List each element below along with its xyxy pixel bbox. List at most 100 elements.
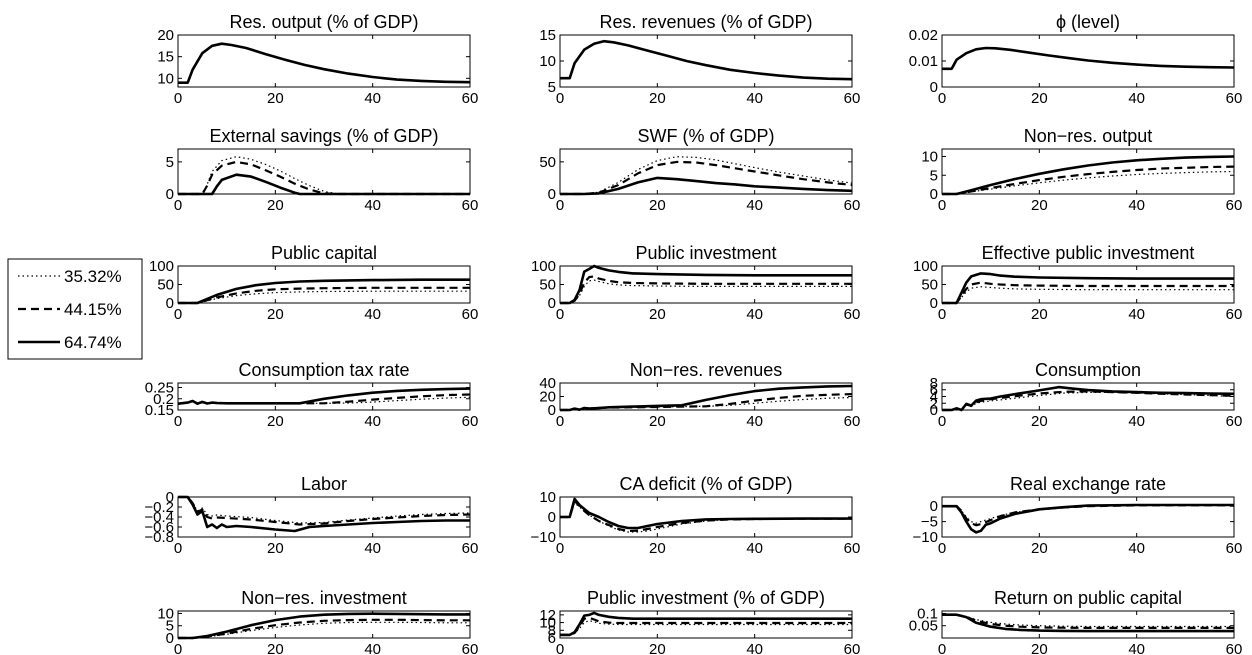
panel-3: ϕ (level) 0 20 40 60 0 0.01 0.02: [909, 12, 1243, 107]
panel-title: Public capital: [271, 243, 377, 263]
series-line-dashed: [178, 160, 470, 196]
y-tick-label: 0.2: [153, 391, 174, 408]
y-tick-label: 0: [166, 186, 174, 203]
y-tick-label: 0: [548, 402, 556, 419]
x-tick-label: 20: [267, 197, 284, 214]
x-tick-label: 0: [174, 413, 182, 430]
series-line-solid: [560, 384, 853, 412]
plot-frame: [177, 265, 471, 304]
y-tick-label: −0.8: [144, 529, 174, 546]
panel-title: Consumption: [1035, 360, 1141, 380]
legend: 35.32% 44.15% 64.74%: [7, 258, 143, 360]
x-tick-label: 20: [1031, 413, 1048, 430]
panel-title: Non−res. investment: [241, 588, 407, 608]
panel-title: ϕ (level): [1056, 12, 1120, 32]
panel-10: Consumption tax rate 0 20 40 60 0.150.20.25: [145, 360, 479, 430]
x-tick-label: 40: [1128, 540, 1145, 557]
series-line-solid: [178, 278, 470, 305]
x-tick-label: 0: [174, 540, 182, 557]
x-tick-label: 20: [267, 413, 284, 430]
panel-2: Res. revenues (% of GDP) 0 20 40 60 5 10 15: [539, 12, 860, 107]
x-tick-label: 20: [267, 540, 284, 557]
y-tick-label: 0.15: [145, 402, 174, 419]
panel-1: Res. output (% of GDP) 0 20 40 60 10 15 20: [157, 12, 478, 107]
x-tick-label: 60: [462, 306, 479, 323]
x-tick-label: 40: [364, 306, 381, 323]
series-line-dashed: [942, 165, 1235, 196]
y-tick-label: −0.4: [144, 509, 174, 526]
x-tick-label: 60: [844, 197, 861, 214]
x-tick-label: 60: [1226, 540, 1243, 557]
y-tick-label: 5: [166, 154, 174, 171]
series-line-solid: [560, 39, 853, 81]
y-tick-label: 12: [539, 607, 556, 624]
series-line-solid: [178, 612, 470, 640]
panel-title: SWF (% of GDP): [637, 126, 774, 146]
panel-title: CA deficit (% of GDP): [619, 474, 792, 494]
panel-title: Res. revenues (% of GDP): [599, 12, 812, 32]
panel-4: External savings (% of GDP) 0 20 40 60 0 5: [166, 126, 479, 214]
x-tick-label: 60: [462, 641, 479, 655]
x-tick-label: 60: [462, 413, 479, 430]
series-line-solid: [560, 264, 852, 305]
y-tick-label: 50: [157, 277, 174, 294]
y-tick-label: 15: [157, 49, 174, 66]
x-tick-label: 60: [1226, 90, 1243, 107]
plot-frame: [177, 148, 471, 195]
y-tick-label: −10: [913, 529, 938, 546]
panel-title: Public investment (% of GDP): [587, 588, 825, 608]
x-tick-label: 20: [267, 90, 284, 107]
x-tick-label: 20: [267, 306, 284, 323]
plot-frame: [177, 382, 471, 411]
y-tick-label: 6: [930, 382, 938, 399]
x-tick-label: 20: [649, 641, 666, 655]
legend-label-2: 44.15%: [64, 300, 122, 319]
series-line-dotted: [178, 156, 470, 195]
series-line-dashed: [942, 613, 1234, 629]
x-tick-label: 40: [1128, 413, 1145, 430]
y-tick-label: 20: [157, 27, 174, 44]
x-tick-label: 20: [1031, 540, 1048, 557]
y-tick-label: 15: [539, 27, 556, 44]
y-tick-label: −0.6: [144, 519, 174, 536]
panel-title: Labor: [301, 474, 347, 494]
panel-title: Res. output (% of GDP): [229, 12, 418, 32]
x-tick-label: 60: [844, 90, 861, 107]
x-tick-label: 40: [746, 90, 763, 107]
y-tick-label: 10: [921, 149, 938, 166]
x-tick-label: 20: [1031, 197, 1048, 214]
panel-title: Public investment: [635, 243, 776, 263]
x-tick-label: 0: [556, 197, 564, 214]
y-tick-label: 50: [921, 277, 938, 294]
y-tick-label: 5: [166, 618, 174, 635]
x-tick-label: 0: [556, 540, 564, 557]
y-tick-label: 100: [531, 258, 556, 275]
y-tick-label: 10: [539, 615, 556, 632]
series-line-solid: [177, 387, 471, 405]
x-tick-label: 0: [556, 641, 564, 655]
x-tick-label: 0: [938, 413, 946, 430]
x-tick-label: 60: [844, 306, 861, 323]
y-tick-label: 20: [539, 389, 556, 406]
legend-label-3: 64.74%: [64, 333, 122, 352]
y-tick-label: 0: [548, 295, 556, 312]
series-line-dotted: [560, 620, 852, 636]
plot-frame: [941, 382, 1235, 411]
x-tick-label: 40: [1128, 197, 1145, 214]
y-tick-label: −10: [531, 529, 556, 546]
x-tick-label: 40: [364, 641, 381, 655]
y-tick-label: −5: [921, 514, 938, 531]
y-tick-label: 0.1: [917, 605, 938, 622]
y-tick-label: 5: [930, 167, 938, 184]
x-tick-label: 20: [1031, 641, 1048, 655]
plot-frame: [177, 496, 471, 538]
plot-frame: [941, 496, 1235, 538]
series-line-solid: [942, 155, 1235, 196]
panel-5: SWF (% of GDP) 0 20 40 60 0 50: [539, 126, 860, 214]
plot-frame: [559, 34, 853, 88]
panel-title: Consumption tax rate: [238, 360, 409, 380]
series-line-dashed: [942, 390, 1235, 412]
panel-title: Non−res. output: [1024, 126, 1153, 146]
